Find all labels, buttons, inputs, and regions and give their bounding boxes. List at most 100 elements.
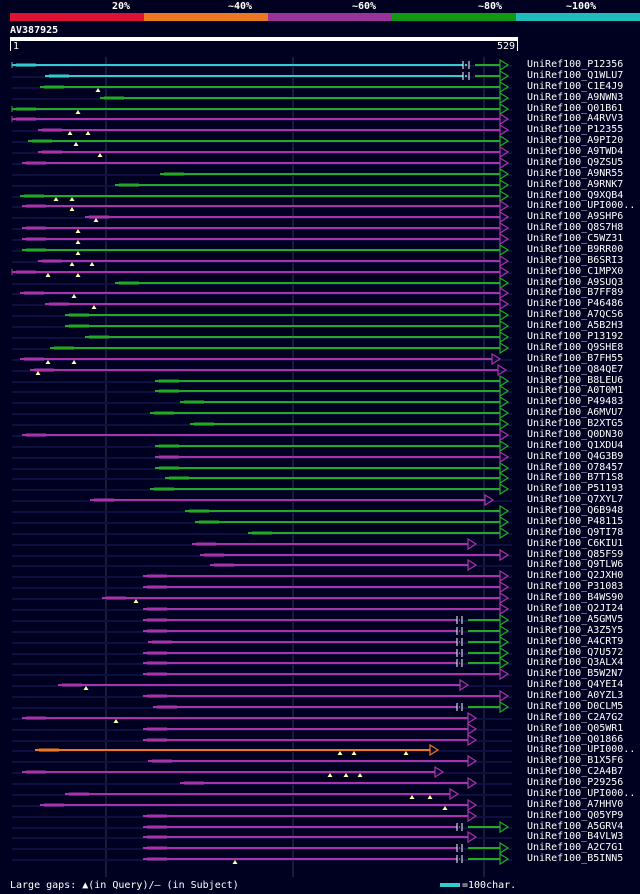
hit-row[interactable] (12, 841, 512, 855)
hit-row[interactable] (12, 134, 512, 148)
hit-row[interactable] (12, 232, 512, 246)
hit-row[interactable] (12, 297, 512, 311)
hit-row[interactable] (12, 537, 512, 551)
hit-row[interactable] (12, 91, 512, 105)
hit-link[interactable]: UniRef100_C5WZ31 (527, 233, 624, 244)
hit-row[interactable] (12, 733, 512, 747)
hit-link[interactable]: UniRef100_UPI000.. (527, 788, 636, 799)
hit-link[interactable]: UniRef100_A9PI20 (527, 135, 624, 146)
hit-link[interactable]: UniRef100_A4CRT9 (527, 636, 624, 647)
hit-link[interactable]: UniRef100_C2A4B7 (527, 766, 624, 777)
hit-row[interactable] (12, 602, 512, 616)
hit-link[interactable]: UniRef100_Q4G3B9 (527, 451, 624, 462)
hit-link[interactable]: UniRef100_A4RVV3 (527, 113, 624, 124)
hit-link[interactable]: UniRef100_C6KIU1 (527, 538, 624, 549)
hit-link[interactable]: UniRef100_P12356 (527, 59, 624, 70)
hit-link[interactable]: UniRef100_B2XTG5 (527, 418, 624, 429)
hit-row[interactable] (12, 286, 512, 300)
hit-row[interactable] (11, 112, 512, 126)
hit-row[interactable] (12, 482, 512, 496)
hit-link[interactable]: UniRef100_Q2JI24 (527, 603, 624, 614)
hit-link[interactable]: UniRef100_Q1XDU4 (527, 440, 624, 451)
hit-link[interactable]: UniRef100_A2C7G1 (527, 842, 624, 853)
hit-link[interactable]: UniRef100_P46486 (527, 298, 624, 309)
hit-link[interactable]: UniRef100_A9NR55 (527, 168, 624, 179)
hit-link[interactable]: UniRef100_A0YZL3 (527, 690, 624, 701)
hit-link[interactable]: UniRef100_A3Z5Y5 (527, 625, 624, 636)
hit-row[interactable] (11, 265, 512, 279)
hit-row[interactable] (12, 406, 512, 420)
hit-row[interactable] (12, 809, 512, 823)
hit-link[interactable]: UniRef100_Q01866 (527, 734, 624, 745)
hit-row[interactable] (12, 700, 512, 714)
hit-row[interactable] (12, 830, 512, 844)
hit-row[interactable] (12, 678, 512, 692)
hit-link[interactable]: UniRef100_Q4YEI4 (527, 679, 624, 690)
hit-row[interactable] (11, 58, 512, 72)
hit-row[interactable] (12, 624, 512, 638)
hit-link[interactable]: UniRef100_Q9TI78 (527, 527, 624, 538)
hit-link[interactable]: UniRef100_A7HHV0 (527, 799, 624, 810)
hit-link[interactable]: UniRef100_P48115 (527, 516, 624, 527)
hit-link[interactable]: UniRef100_B7FH55 (527, 353, 624, 364)
hit-row[interactable] (12, 80, 512, 94)
hit-row[interactable] (12, 352, 512, 366)
hit-link[interactable]: UniRef100_B4WS90 (527, 592, 624, 603)
hit-link[interactable]: UniRef100_A5GMV5 (527, 614, 624, 625)
hit-link[interactable]: UniRef100_Q9XQB4 (527, 190, 624, 201)
hit-row[interactable] (12, 341, 512, 355)
hit-link[interactable]: UniRef100_P51193 (527, 483, 624, 494)
hit-row[interactable] (12, 765, 512, 779)
hit-link[interactable]: UniRef100_C1E4J9 (527, 81, 624, 92)
hit-row[interactable] (12, 189, 512, 203)
hit-row[interactable] (12, 384, 512, 398)
hit-link[interactable]: UniRef100_Q01B61 (527, 103, 624, 114)
hit-link[interactable]: UniRef100_A5B2H3 (527, 320, 624, 331)
hit-row[interactable] (12, 504, 512, 518)
hit-link[interactable]: UniRef100_Q0DN30 (527, 429, 624, 440)
hit-row[interactable] (12, 156, 512, 170)
hit-row[interactable] (12, 591, 512, 605)
hit-link[interactable]: UniRef100_Q9ZSU5 (527, 157, 624, 168)
hit-row[interactable] (12, 167, 512, 181)
hit-row[interactable] (12, 558, 512, 572)
hit-row[interactable] (12, 820, 512, 834)
hit-row[interactable] (12, 613, 512, 627)
hit-link[interactable]: UniRef100_Q85FS9 (527, 549, 624, 560)
hit-row[interactable] (12, 254, 512, 268)
hit-row[interactable] (12, 526, 512, 540)
hit-link[interactable]: UniRef100_B4VLW3 (527, 831, 624, 842)
hit-row[interactable] (12, 123, 512, 137)
hit-row[interactable] (12, 798, 512, 812)
hit-row[interactable] (12, 548, 512, 562)
hit-link[interactable]: UniRef100_UPI000.. (527, 200, 636, 211)
hit-row[interactable] (12, 319, 512, 333)
hit-row[interactable] (12, 787, 512, 801)
hit-row[interactable] (12, 667, 512, 681)
hit-row[interactable] (12, 308, 512, 322)
hit-link[interactable]: UniRef100_A9NWN3 (527, 92, 624, 103)
hit-link[interactable]: UniRef100_UPI000.. (527, 744, 636, 755)
hit-row[interactable] (12, 374, 512, 388)
hit-link[interactable]: UniRef100_P31083 (527, 581, 624, 592)
hit-row[interactable] (12, 471, 512, 485)
hit-link[interactable]: UniRef100_A9SHP6 (527, 211, 624, 222)
hit-link[interactable]: UniRef100_A5GRV4 (527, 821, 624, 832)
hit-row[interactable] (12, 635, 512, 649)
hit-link[interactable]: UniRef100_A9TWD4 (527, 146, 624, 157)
hit-link[interactable]: UniRef100_B8LEU6 (527, 375, 624, 386)
hit-link[interactable]: UniRef100_P13192 (527, 331, 624, 342)
hit-link[interactable]: UniRef100_Q3ALX4 (527, 657, 624, 668)
hit-row[interactable] (12, 722, 512, 736)
hit-link[interactable]: UniRef100_B5W2N7 (527, 668, 624, 679)
hit-row[interactable] (12, 439, 512, 453)
hit-link[interactable]: UniRef100_Q05WR1 (527, 723, 624, 734)
hit-link[interactable]: UniRef100_Q84QE7 (527, 364, 624, 375)
hit-link[interactable]: UniRef100_C2A7G2 (527, 712, 624, 723)
hit-link[interactable]: UniRef100_P29256 (527, 777, 624, 788)
hit-row[interactable] (12, 743, 512, 757)
hit-link[interactable]: UniRef100_B9RR00 (527, 244, 624, 255)
hit-row[interactable] (12, 776, 512, 790)
hit-row[interactable] (12, 689, 512, 703)
hit-row[interactable] (12, 852, 512, 866)
